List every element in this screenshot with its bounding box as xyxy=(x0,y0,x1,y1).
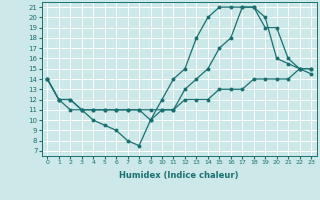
X-axis label: Humidex (Indice chaleur): Humidex (Indice chaleur) xyxy=(119,171,239,180)
